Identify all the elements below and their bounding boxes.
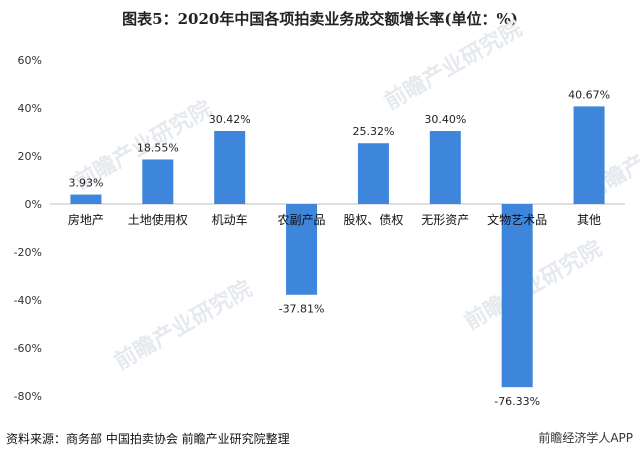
category-label: 无形资产 [421, 213, 469, 227]
y-tick-label: -40% [14, 294, 42, 307]
bar [70, 194, 102, 204]
source-note: 资料来源：商务部 中国拍卖协会 前瞻产业研究院整理 [6, 432, 290, 446]
bar [214, 130, 246, 204]
data-label: 40.67% [568, 88, 610, 101]
watermark-text: 前瞻产业研究院 [460, 236, 606, 336]
y-tick-label: 60% [18, 54, 42, 67]
data-label: 3.93% [68, 177, 103, 190]
data-label: 18.55% [137, 141, 179, 154]
y-tick-label: 40% [18, 102, 42, 115]
y-tick-label: -20% [14, 246, 42, 259]
bar [357, 143, 389, 204]
y-tick-label: -80% [14, 390, 42, 403]
bar [429, 131, 461, 204]
app-badge: 前瞻经济学人APP [535, 428, 636, 447]
bar [142, 159, 174, 204]
data-labels: 3.93% 18.55% 30.42% -37.81% 25.32% 30.40% -76.… [68, 88, 610, 408]
data-label: 30.40% [424, 113, 466, 126]
data-label: -76.33% [494, 395, 540, 408]
category-label: 文物艺术品 [487, 212, 547, 227]
category-label: 土地使用权 [128, 212, 188, 227]
category-label: 其他 [577, 213, 601, 227]
y-tick-label: 20% [18, 150, 42, 163]
bar [286, 204, 318, 295]
category-label: 机动车 [212, 212, 248, 227]
category-labels: 房地产 土地使用权 机动车 农副产品 股权、债权 无形资产 文物艺术品 其他 [68, 212, 601, 227]
bar [573, 106, 605, 204]
bars [70, 106, 605, 388]
watermark-text: 前瞻产业研究院 [110, 276, 256, 376]
data-label: 25.32% [352, 125, 394, 138]
chart-title: 图表5：2020年中国各项拍卖业务成交额增长率(单位：%) [122, 10, 518, 28]
y-tick-label: -60% [14, 342, 42, 355]
bar [501, 204, 533, 388]
category-label: 股权、债权 [343, 213, 403, 227]
data-label: 30.42% [209, 113, 251, 126]
y-axis: 60% 40% 20% 0% -20% -40% -60% -80% [14, 54, 625, 403]
category-label: 房地产 [68, 212, 104, 227]
category-label: 农副产品 [278, 213, 326, 227]
y-tick-label: 0% [25, 198, 42, 211]
watermark-text: 前瞻产业研究院 [380, 16, 526, 116]
data-label: -37.81% [279, 303, 325, 316]
